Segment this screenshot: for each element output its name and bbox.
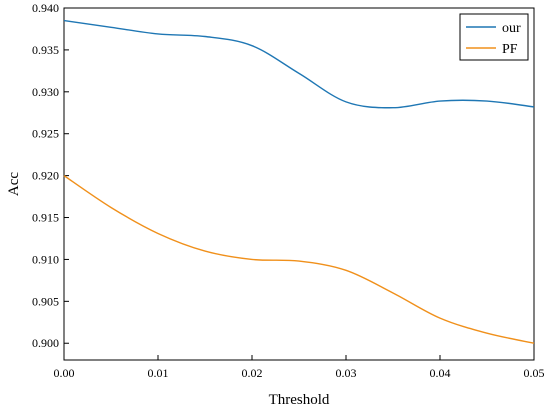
series-line-pf [63,175,535,344]
y-tick-label: 0.920 [32,169,59,183]
legend-label-our: our [502,21,521,36]
x-tick-label: 0.05 [524,366,545,380]
series-line-our [63,19,535,109]
y-tick-label: 0.905 [32,294,59,308]
x-tick-label: 0.00 [54,366,75,380]
legend-box [459,13,529,61]
legend: our PF [459,13,529,61]
x-tick-label: 0.03 [336,366,357,380]
series-group [63,19,535,344]
x-axis-title: Threshold [269,392,330,408]
x-tick-label: 0.02 [242,366,263,380]
plot-frame [63,7,535,361]
y-tick-label: 0.925 [32,127,59,141]
x-tick-label: 0.04 [430,366,451,380]
y-tick-label: 0.935 [32,43,59,57]
y-tick-label: 0.930 [32,85,59,99]
legend-label-pf: PF [502,42,518,57]
y-axis: 0.900 0.905 0.910 0.915 0.920 0.925 0.930 0.935… [32,1,69,350]
y-tick-label: 0.915 [32,211,59,225]
y-axis-title: Acc [6,172,22,196]
y-tick-label: 0.940 [32,1,59,15]
y-tick-label: 0.900 [32,336,59,350]
y-tick-label: 0.910 [32,252,59,266]
x-axis: 0.00 0.01 0.02 0.03 0.04 0.05 [54,355,545,380]
x-tick-label: 0.01 [148,366,169,380]
